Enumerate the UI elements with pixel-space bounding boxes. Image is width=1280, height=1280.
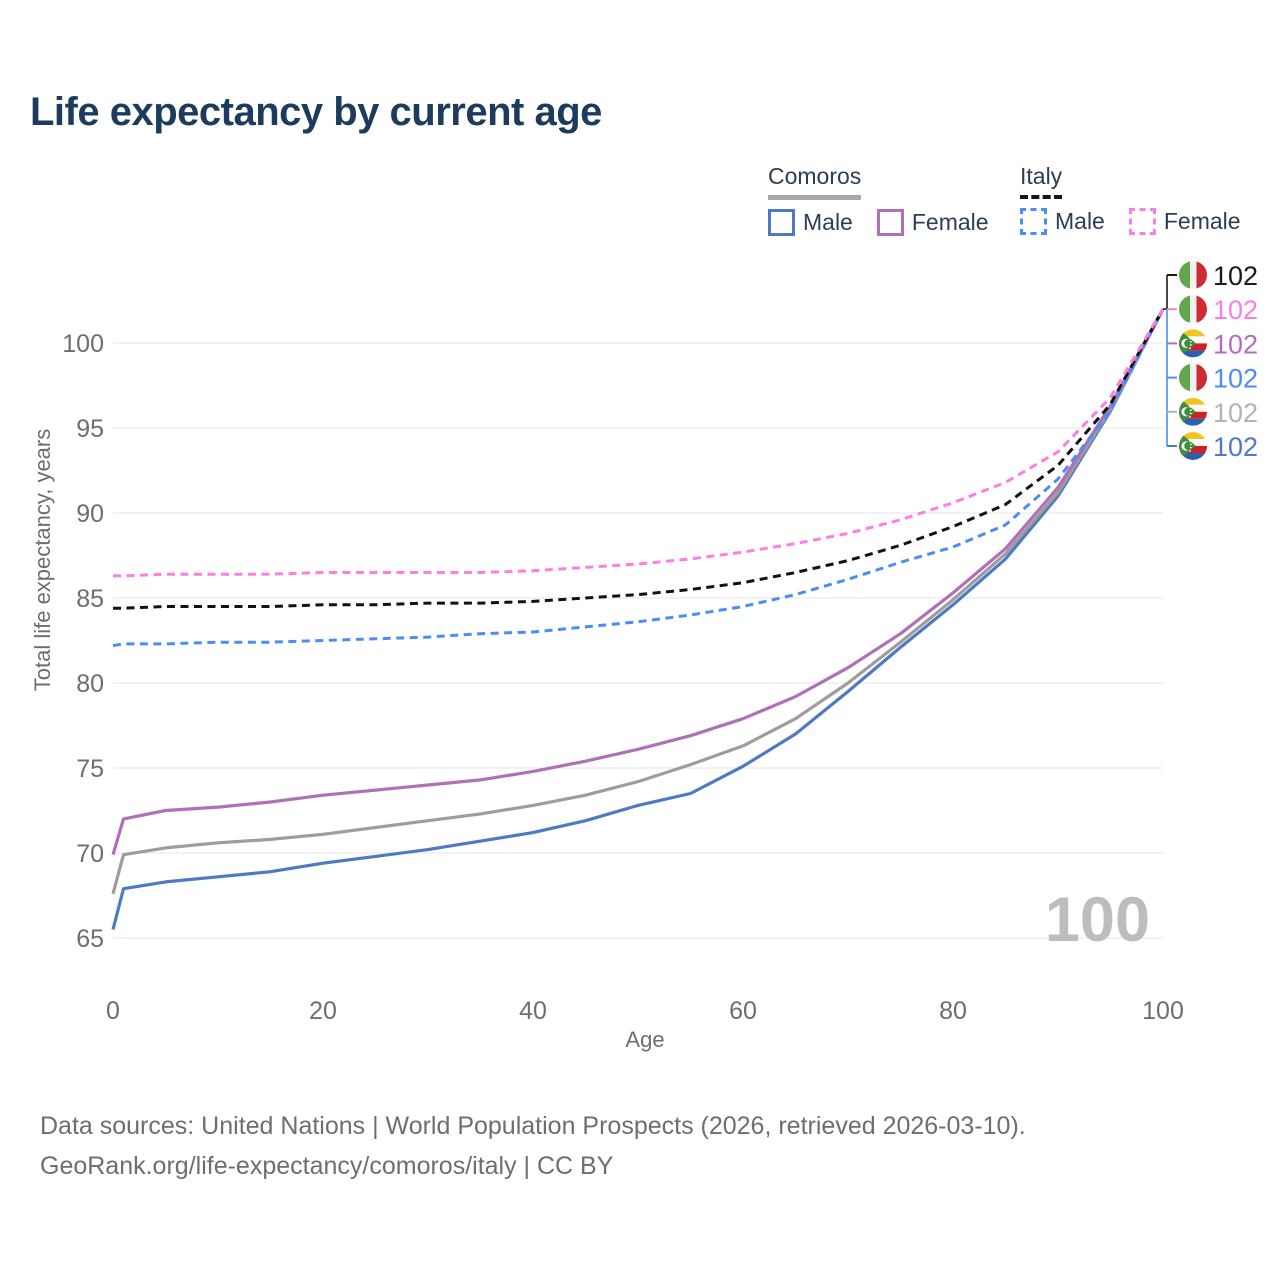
line-comoros-female[interactable] [111, 308, 1165, 856]
y-axis-title: Total life expectancy, years [30, 429, 55, 692]
legend-group-italy: Italy Male Female [1020, 163, 1265, 235]
svg-text:85: 85 [76, 585, 104, 613]
svg-text:60: 60 [729, 997, 757, 1025]
end-value-comoros-male: 102 [1213, 432, 1258, 462]
gridlines [113, 342, 1163, 939]
legend-header-italy: Italy [1020, 163, 1063, 199]
svg-text:80: 80 [939, 997, 967, 1025]
svg-text:100: 100 [62, 330, 104, 358]
end-value-italy-female: 102 [1213, 295, 1258, 325]
age-indicator-watermark: 100 [1045, 885, 1150, 955]
svg-text:65: 65 [76, 925, 104, 953]
end-value-italy-all: 102 [1213, 261, 1258, 291]
svg-text:0: 0 [106, 997, 120, 1025]
x-axis-title: Age [625, 1027, 664, 1052]
svg-text:90: 90 [76, 500, 104, 528]
end-label-comoros-all: 102 [1179, 397, 1258, 428]
x-axis-tick-labels: 0 20 40 60 80 100 [106, 997, 1184, 1025]
svg-text:20: 20 [309, 997, 337, 1025]
svg-text:75: 75 [76, 755, 104, 783]
footer-attribution: GeoRank.org/life-expectancy/comoros/ital… [40, 1152, 614, 1180]
svg-text:100: 100 [1142, 997, 1184, 1025]
legend-label-comoros-female: Female [911, 209, 989, 235]
legend-swatch-italy-female [1128, 208, 1156, 235]
end-value-comoros-all: 102 [1213, 398, 1258, 428]
svg-text:40: 40 [519, 997, 547, 1025]
legend-item-italy-male[interactable]: Male [1020, 208, 1105, 235]
italy-flag-icon [1179, 295, 1207, 323]
svg-text:95: 95 [76, 415, 104, 443]
legend-group-comoros: Comoros Male Female [768, 163, 1013, 236]
legend-swatch-comoros-female [876, 209, 904, 236]
end-label-italy-female: 102 [1179, 295, 1258, 325]
line-italy-male[interactable] [112, 308, 1165, 648]
legend-header-comoros: Comoros [768, 163, 862, 200]
end-label-comoros-male: 102 [1179, 432, 1258, 462]
page-title: Life expectancy by current age [30, 90, 602, 134]
line-comoros-male[interactable] [111, 308, 1165, 930]
end-value-comoros-female: 102 [1213, 329, 1258, 359]
svg-text:80: 80 [76, 670, 104, 698]
legend-label-comoros-male: Male [803, 209, 853, 235]
end-label-italy-male: 102 [1179, 363, 1258, 394]
italy-flag-icon [1179, 261, 1207, 289]
line-italy-female[interactable] [113, 308, 1165, 578]
comoros-flag-icon [1179, 432, 1207, 460]
footer: Data sources: United Nations | World Pop… [40, 1106, 1026, 1186]
end-label-leader-lines [1163, 274, 1177, 447]
end-value-italy-male: 102 [1213, 364, 1258, 394]
y-axis-tick-labels: 65 70 75 80 85 90 95 100 [62, 330, 104, 953]
end-label-italy-all: 102 [1179, 261, 1258, 291]
end-label-comoros-female: 102 [1179, 329, 1258, 359]
legend-swatch-italy-male [1020, 208, 1047, 235]
legend-label-italy-female: Female [1163, 208, 1241, 234]
legend-item-comoros-male[interactable]: Male [768, 209, 853, 236]
footer-data-sources: Data sources: United Nations | World Pop… [40, 1112, 1026, 1140]
italy-flag-icon [1179, 364, 1207, 392]
comoros-flag-icon [1179, 398, 1207, 426]
legend-item-comoros-female[interactable]: Female [876, 209, 989, 236]
line-comoros-all[interactable] [111, 308, 1165, 895]
svg-text:70: 70 [76, 840, 104, 868]
legend-swatch-comoros-male [768, 209, 795, 236]
legend-label-italy-male: Male [1055, 208, 1105, 234]
legend-item-italy-female[interactable]: Female [1128, 208, 1241, 235]
comoros-flag-icon [1179, 329, 1207, 357]
line-italy-all[interactable] [113, 308, 1165, 610]
